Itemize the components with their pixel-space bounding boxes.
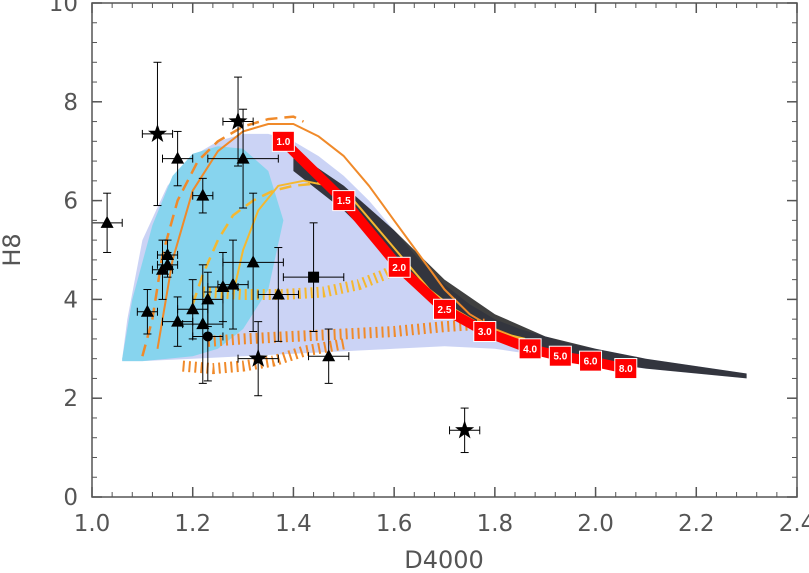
triangle-marker xyxy=(161,257,175,270)
triangle-point xyxy=(192,177,214,214)
x-tick-label: 1.0 xyxy=(74,511,111,537)
triangle-marker xyxy=(226,277,240,290)
x-tick-label: 1.6 xyxy=(376,511,413,537)
star-point xyxy=(237,321,279,397)
age-marker xyxy=(332,190,356,212)
y-tick-label: 6 xyxy=(63,189,78,215)
axis-ticks: 1.0 1.2 1.4 1.6 1.8 2.0 2.2 2.4 0 2 4 6 8 10 xyxy=(49,0,809,537)
age-label: 5.0 xyxy=(553,352,567,363)
triangle-marker xyxy=(236,151,250,164)
circle-marker xyxy=(202,331,213,342)
triangle-marker xyxy=(216,280,230,293)
age-marker xyxy=(548,345,572,367)
age-marker xyxy=(473,321,497,343)
triangle-point xyxy=(257,247,299,342)
y-tick-label: 10 xyxy=(49,0,78,17)
star-marker xyxy=(455,420,475,439)
triangle-marker xyxy=(246,255,260,268)
data-points-layer xyxy=(91,61,481,454)
star-marker xyxy=(248,348,268,367)
x-tick-label: 2.4 xyxy=(779,511,809,537)
age-label: 6.0 xyxy=(584,357,598,368)
triangle-point xyxy=(156,251,179,278)
triangle-marker xyxy=(271,287,285,300)
star-marker xyxy=(228,111,248,130)
age-label: 8.0 xyxy=(619,364,633,375)
y-axis-title: H8 xyxy=(0,233,26,266)
triangle-marker xyxy=(322,349,336,362)
data-cloud-ridge xyxy=(293,151,747,379)
model-cloud-layer xyxy=(122,133,747,379)
star-point xyxy=(141,61,174,207)
triangle-point xyxy=(308,328,350,384)
age-marker xyxy=(518,338,542,360)
x-tick-label: 2.0 xyxy=(577,511,614,537)
triangle-point xyxy=(162,296,194,347)
age-marker xyxy=(579,350,603,372)
age-track-layer: 1.0 1.5 2.0 2.5 3.0 4.0 5.0 6.0 8.0 xyxy=(271,130,638,380)
triangle-marker xyxy=(140,304,154,317)
y-tick-label: 8 xyxy=(63,90,78,116)
triangle-point xyxy=(136,289,158,335)
age-label: 3.0 xyxy=(478,327,492,338)
y-tick-label: 4 xyxy=(63,287,78,313)
y-tick-label: 2 xyxy=(63,386,78,412)
yellow-dashed-curve xyxy=(191,182,319,305)
plot-frame xyxy=(91,2,798,498)
star-marker xyxy=(148,123,167,142)
age-marker xyxy=(433,298,456,320)
age-label: 1.5 xyxy=(337,196,351,207)
age-marker xyxy=(271,130,295,152)
x-tick-label: 1.4 xyxy=(275,511,312,537)
triangle-point xyxy=(162,130,194,187)
triangle-point xyxy=(217,239,249,330)
age-marker xyxy=(614,358,638,380)
triangle-point xyxy=(207,108,279,209)
square-marker xyxy=(308,271,320,283)
star-point xyxy=(222,76,254,167)
age-label: 2.5 xyxy=(438,305,452,316)
age-label: 4.0 xyxy=(523,344,537,355)
y-tick-label: 0 xyxy=(63,485,78,511)
triangle-point xyxy=(91,192,123,253)
star-point xyxy=(449,407,481,454)
age-label: 2.0 xyxy=(392,263,406,274)
x-tick-label: 1.2 xyxy=(174,511,211,537)
circle-point xyxy=(192,291,224,382)
age-label: 1.0 xyxy=(276,137,290,148)
square-point xyxy=(282,222,345,333)
triangle-marker xyxy=(196,188,210,201)
yellow-hatched-band xyxy=(202,259,407,300)
x-axis-title: D4000 xyxy=(404,546,484,573)
triangle-marker xyxy=(171,151,185,164)
triangle-marker xyxy=(186,302,200,315)
orange-dashed-curve xyxy=(141,115,305,357)
orange-solid-curve xyxy=(156,123,521,349)
triangle-marker xyxy=(171,314,185,327)
x-tick-label: 1.8 xyxy=(477,511,514,537)
triangle-point xyxy=(222,192,284,333)
triangle-marker xyxy=(100,215,114,228)
age-marker xyxy=(387,256,411,278)
plot-area: 1.0 1.5 2.0 2.5 3.0 4.0 5.0 6.0 8.0 xyxy=(91,61,747,454)
x-tick-label: 2.2 xyxy=(678,511,715,537)
